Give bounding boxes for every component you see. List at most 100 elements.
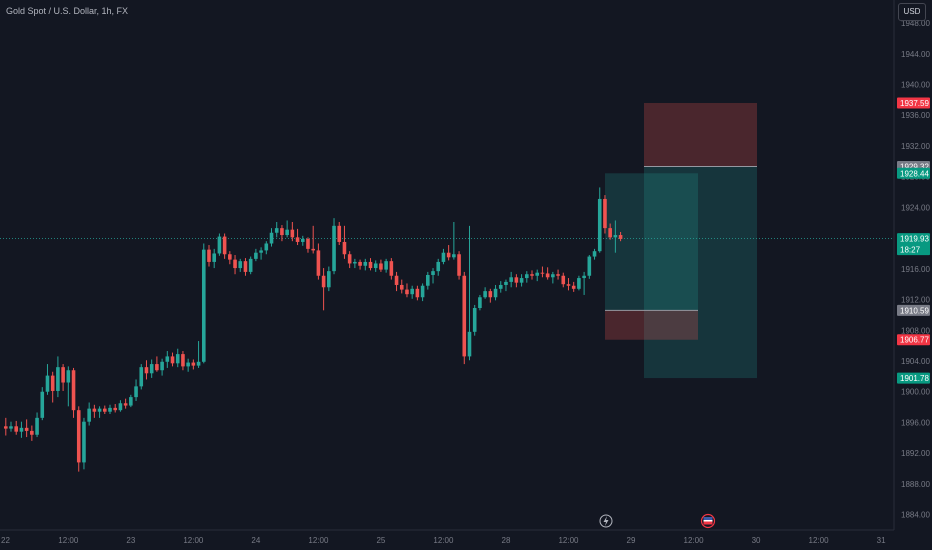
candle-body	[415, 288, 420, 298]
y-tick-label: 1936.00	[901, 111, 930, 120]
y-tick-label: 1908.00	[901, 326, 930, 335]
candle-body	[446, 252, 451, 258]
candle-body	[509, 277, 513, 282]
price-label-current	[897, 233, 930, 256]
candle-body	[420, 285, 425, 298]
candle-body	[139, 367, 144, 387]
candle-body	[212, 253, 216, 262]
candle-body	[389, 261, 394, 276]
flag-icon-red	[703, 521, 713, 525]
y-tick-label: 1944.00	[901, 50, 930, 59]
candle-body	[483, 291, 487, 298]
candle-body	[410, 288, 414, 295]
candle-body	[399, 284, 404, 290]
candle-body	[191, 362, 196, 366]
price-label-text: 1929.32	[900, 163, 929, 172]
candle-body	[551, 274, 555, 278]
candle-body	[394, 275, 399, 285]
price-label-outer-stop	[897, 97, 930, 109]
x-tick-label: 12:00	[809, 536, 830, 545]
candle-body	[102, 408, 107, 412]
candle-body	[368, 261, 373, 269]
candle-body	[566, 284, 571, 286]
candle-body	[426, 274, 430, 286]
x-tick-label: 22	[1, 536, 10, 545]
candle-body	[462, 275, 467, 357]
candle-body	[556, 274, 560, 276]
candle-body	[248, 258, 253, 272]
candle-body	[290, 229, 295, 238]
candle-body	[493, 288, 498, 298]
price-label-inner-entry	[897, 304, 930, 316]
candle-body	[201, 249, 206, 362]
candle-body	[561, 275, 566, 285]
candle-body	[316, 250, 321, 276]
candle-body	[233, 259, 237, 269]
candle-body	[405, 289, 409, 295]
y-tick-label: 1912.00	[901, 296, 930, 305]
candle-body	[113, 407, 118, 411]
candle-body	[264, 243, 269, 251]
candle-body	[321, 275, 326, 288]
candle-body	[76, 410, 81, 463]
candle-body	[66, 370, 71, 383]
flag-icon[interactable]	[700, 513, 716, 529]
x-tick-label: 12:00	[558, 536, 579, 545]
candle-body	[379, 263, 383, 270]
candle-body	[123, 403, 128, 406]
candle-body	[24, 427, 29, 431]
x-tick-label: 12:00	[183, 536, 204, 545]
candles-layer	[4, 187, 623, 472]
candle-body	[337, 225, 342, 242]
y-tick-label: 1892.00	[901, 449, 930, 458]
candle-body	[274, 228, 279, 233]
candle-body	[254, 252, 258, 259]
candle-body	[498, 284, 503, 289]
inner-target-zone	[605, 173, 698, 311]
candle-body	[311, 248, 315, 251]
candle-body	[342, 241, 347, 255]
candle-body	[30, 430, 34, 435]
currency-button[interactable]: USD	[898, 3, 926, 21]
x-tick-label: 12:00	[58, 536, 79, 545]
candle-body	[306, 238, 310, 249]
candle-body	[71, 370, 76, 411]
candle-body	[9, 426, 13, 429]
candle-body	[35, 417, 39, 435]
candle-body	[597, 198, 602, 252]
candle-body	[40, 391, 45, 418]
candle-body	[519, 278, 524, 283]
candle-body	[134, 386, 138, 398]
position-tool-layer	[0, 103, 894, 379]
x-tick-label: 24	[251, 536, 260, 545]
candle-body	[280, 228, 284, 236]
candle-body	[332, 225, 336, 272]
candle-body	[243, 261, 248, 272]
candle-body	[118, 403, 123, 411]
candle-body	[149, 364, 154, 374]
candle-body	[165, 356, 170, 362]
candle-body	[175, 354, 180, 364]
candle-body	[61, 367, 65, 383]
candle-body	[530, 274, 534, 276]
candle-body	[353, 261, 357, 264]
candle-body	[327, 271, 331, 288]
y-tick-label: 1884.00	[901, 511, 930, 520]
candle-body	[129, 397, 133, 406]
y-tick-label: 1924.00	[901, 203, 930, 212]
candle-body	[4, 426, 8, 429]
price-label-text: 1928.44	[900, 169, 929, 178]
candle-body	[373, 263, 378, 269]
y-tick-label: 1940.00	[901, 80, 930, 89]
candle-body	[545, 273, 550, 278]
y-tick-label: 1948.00	[901, 19, 930, 28]
lightning-icon[interactable]	[599, 514, 613, 528]
candle-body	[228, 254, 232, 260]
price-label-text: 1906.77	[900, 336, 929, 345]
x-tick-label: 12:00	[433, 536, 454, 545]
y-tick-label: 1916.00	[901, 265, 930, 274]
